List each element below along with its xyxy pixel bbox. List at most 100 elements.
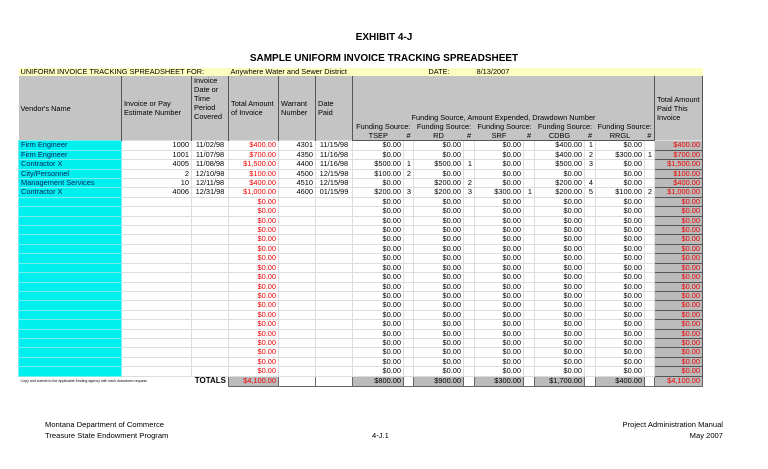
total-paid-cell: $100.00 xyxy=(654,168,703,180)
amount-cell: $0.00 xyxy=(413,366,464,377)
warrant-cell xyxy=(278,356,316,368)
total-paid-cell: $1,000.00 xyxy=(654,187,703,198)
amount-cell: $0.00 xyxy=(534,337,585,349)
period-cell xyxy=(191,234,229,245)
date-paid-cell xyxy=(315,281,353,292)
amount-cell: $0.00 xyxy=(413,300,464,311)
total-cell: $0.00 xyxy=(228,328,279,339)
total-paid-cell: $0.00 xyxy=(654,366,703,377)
vendor-cell xyxy=(18,253,122,264)
invoice-cell xyxy=(121,337,192,349)
table-row: $0.00 $0.00 $0.00 $0.00 $0.00 $0.00 $0.00 xyxy=(18,225,703,236)
amount-cell: $0.00 xyxy=(413,262,464,274)
amount-cell: $0.00 xyxy=(474,225,524,236)
amount-cell: $0.00 xyxy=(474,300,524,311)
drawdown-cell xyxy=(523,309,535,321)
amount-cell: $0.00 xyxy=(534,347,585,358)
amount-cell: $0.00 xyxy=(595,356,645,368)
drawdown-cell: 3 xyxy=(584,159,596,170)
drawdown-cell xyxy=(644,328,655,339)
date-paid-cell: 11/15/98 xyxy=(315,140,353,151)
amount-cell: $0.00 xyxy=(352,272,404,283)
drawdown-cell xyxy=(403,347,414,358)
total-paid-cell: $0.00 xyxy=(654,300,703,311)
period-cell xyxy=(191,356,229,368)
drawdown-cell xyxy=(644,206,655,217)
amount-cell: $0.00 xyxy=(474,196,524,208)
amount-cell: $0.00 xyxy=(474,281,524,292)
drawdown-cell xyxy=(644,225,655,236)
amount-cell: $0.00 xyxy=(474,159,524,170)
amount-cell: $500.00 xyxy=(413,159,464,170)
table-row: $0.00 $0.00 $0.00 $0.00 $0.00 $0.00 $0.00 xyxy=(18,206,703,217)
total-paid-cell: $700.00 xyxy=(654,149,703,161)
amount-cell: $0.00 xyxy=(595,159,645,170)
table-row: Firm Engineer 1000 11/02/98 $400.00 4301 11/1… xyxy=(18,140,703,151)
warrant-cell xyxy=(278,225,316,236)
drawdown-cell xyxy=(463,196,475,208)
total-cell: $0.00 xyxy=(228,366,279,377)
date-paid-cell xyxy=(315,225,353,236)
amount-cell: $0.00 xyxy=(413,215,464,227)
source-tsep: TSEP xyxy=(352,131,404,142)
amount-cell: $0.00 xyxy=(413,168,464,180)
drawdown-cell xyxy=(403,328,414,339)
drawdown-cell xyxy=(463,272,475,283)
period-cell: 11/08/98 xyxy=(191,159,229,170)
header-period: Invoice Date or Time Period Covered xyxy=(191,76,229,141)
drawdown-cell xyxy=(584,337,596,349)
drawdown-cell xyxy=(403,253,414,264)
invoice-cell xyxy=(121,206,192,217)
amount-cell: $0.00 xyxy=(413,309,464,321)
vendor-cell: Firm Engineer xyxy=(18,140,122,151)
table-row: $0.00 $0.00 $0.00 $0.00 $0.00 $0.00 $0.00 xyxy=(18,196,703,208)
footer-date: May 2007 xyxy=(689,431,723,440)
amount-cell: $500.00 xyxy=(534,159,585,170)
date-paid-cell: 11/16/98 xyxy=(315,149,353,161)
drawdown-cell xyxy=(523,225,535,236)
drawdown-cell xyxy=(644,253,655,264)
amount-cell: $0.00 xyxy=(595,196,645,208)
amount-cell: $0.00 xyxy=(595,272,645,283)
total-cell: $0.00 xyxy=(228,281,279,292)
warrant-cell xyxy=(278,309,316,321)
invoice-cell xyxy=(121,196,192,208)
total-rrgl: $400.00 xyxy=(595,375,645,387)
invoice-cell xyxy=(121,356,192,368)
drawdown-cell xyxy=(463,225,475,236)
drawdown-cell xyxy=(584,215,596,227)
invoice-cell: 10 xyxy=(121,178,192,189)
amount-cell: $0.00 xyxy=(534,243,585,255)
table-row: $0.00 $0.00 $0.00 $0.00 $0.00 $0.00 $0.00 xyxy=(18,290,703,302)
vendor-cell xyxy=(18,328,122,339)
drawdown-cell xyxy=(403,337,414,349)
drawdown-cell xyxy=(523,262,535,274)
date-paid-cell xyxy=(315,366,353,377)
amount-cell: $0.00 xyxy=(352,356,404,368)
amount-cell: $200.00 xyxy=(413,187,464,198)
date-paid-cell xyxy=(315,300,353,311)
total-cell: $0.00 xyxy=(228,337,279,349)
drawdown-cell xyxy=(463,309,475,321)
amount-cell: $200.00 xyxy=(352,187,404,198)
amount-cell: $0.00 xyxy=(534,234,585,245)
drawdown-cell xyxy=(463,328,475,339)
drawdown-cell xyxy=(403,234,414,245)
drawdown-cell xyxy=(644,300,655,311)
table-row: $0.00 $0.00 $0.00 $0.00 $0.00 $0.00 $0.00 xyxy=(18,234,703,245)
date-label: DATE: xyxy=(403,68,475,77)
amount-cell: $0.00 xyxy=(413,234,464,245)
amount-cell: $0.00 xyxy=(534,262,585,274)
total-paid-cell: $0.00 xyxy=(654,290,703,302)
invoice-cell xyxy=(121,300,192,311)
total-paid-cell: $0.00 xyxy=(654,356,703,368)
vendor-cell: Firm Engineer xyxy=(18,149,122,161)
drawdown-cell xyxy=(523,149,535,161)
table-row: $0.00 $0.00 $0.00 $0.00 $0.00 $0.00 $0.00 xyxy=(18,272,703,283)
drawdown-cell xyxy=(523,319,535,330)
drawdown-number-header: # xyxy=(403,131,414,142)
period-cell xyxy=(191,206,229,217)
drawdown-cell xyxy=(584,206,596,217)
drawdown-cell xyxy=(403,196,414,208)
drawdown-cell xyxy=(644,337,655,349)
